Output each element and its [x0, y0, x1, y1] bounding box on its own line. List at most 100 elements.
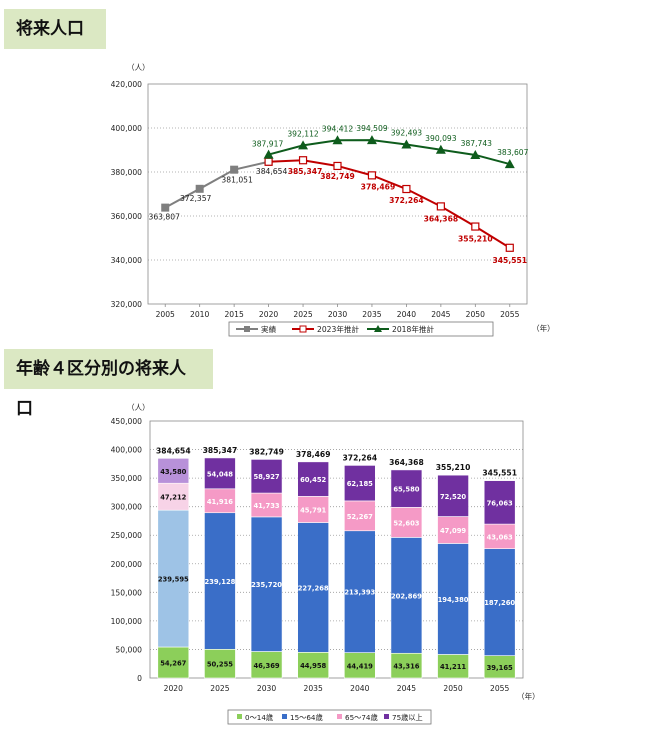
- data-label-proj2018: 387,917: [252, 140, 284, 149]
- bar-value-label-age15_64: 194,380: [438, 596, 469, 604]
- bar-segment-age0_14: [344, 652, 376, 679]
- marker-proj2018: [470, 149, 481, 159]
- bar-value-label-age15_64: 187,260: [484, 599, 515, 607]
- bar-value-label-age0_14: 39,165: [487, 664, 513, 672]
- line-ytick-label: 400,000: [111, 124, 143, 133]
- bar-total-label: 385,347: [203, 446, 238, 455]
- bar-value-label-age65_74: 52,603: [393, 519, 419, 527]
- data-label-proj2023: 345,551: [492, 256, 527, 265]
- legend-label-proj2018: 2018年推計: [392, 324, 435, 334]
- bar-segment-age15_64: [483, 548, 516, 656]
- marker-actual: [161, 203, 170, 212]
- legend-swatch-age65_74: [337, 714, 342, 719]
- bar-total-label: 384,654: [156, 446, 191, 455]
- bar-value-label-age0_14: 46,369: [253, 662, 279, 670]
- bar-xtick-label: 2025: [210, 684, 229, 693]
- data-label-proj2018: 383,607: [497, 148, 529, 157]
- marker-actual: [230, 165, 239, 174]
- bar-ytick-label: 150,000: [111, 588, 143, 597]
- legend-swatch-age0_14: [237, 714, 242, 719]
- bar-segment-age15_64: [250, 516, 283, 652]
- bar-total-label: 372,264: [343, 453, 378, 462]
- data-label-proj2023: 378,469: [361, 182, 396, 191]
- legend-label-actual: 実績: [261, 324, 277, 334]
- bar-value-label-age65_74: 47,212: [160, 494, 186, 502]
- bar-value-label-age75: 65,580: [393, 486, 419, 494]
- bar-xtick-label: 2050: [443, 684, 462, 693]
- bar-xtick-label: 2035: [304, 684, 323, 693]
- data-label-proj2023: 385,347: [288, 167, 323, 176]
- data-label-proj2023: 372,264: [389, 196, 424, 205]
- legend-marker-proj2023: [299, 325, 307, 333]
- data-label-proj2023: 382,749: [320, 172, 355, 181]
- bar-value-label-age75: 54,048: [207, 470, 233, 478]
- bar-value-label-age75: 62,185: [347, 480, 373, 488]
- bar-xtick-label: 2040: [350, 684, 369, 693]
- bar-total-label: 345,551: [482, 469, 517, 478]
- bar-ytick-label: 50,000: [115, 645, 142, 654]
- line-xlabel: （年）: [532, 323, 555, 333]
- line-chart: 320,000 340,000 360,000 380,000 400,000 420,0…: [111, 63, 555, 337]
- bar-segment-age0_14: [157, 646, 190, 679]
- line-ytick-label: 380,000: [111, 168, 143, 177]
- bar-segment-age75: [483, 480, 516, 525]
- bar-ytick-label: 400,000: [111, 446, 143, 455]
- marker-proj2023: [264, 157, 273, 166]
- bar-value-label-age0_14: 43,316: [393, 663, 419, 671]
- marker-proj2023: [333, 161, 342, 171]
- bar-segment-age75: [297, 461, 329, 497]
- data-label-proj2023: 355,210: [458, 235, 493, 244]
- data-label-actual: 372,357: [180, 194, 212, 203]
- marker-proj2018: [263, 149, 274, 159]
- data-label-proj2018: 394,509: [356, 124, 388, 133]
- series-line-actual: [164, 160, 269, 209]
- bar-value-label-age65_74: 47,099: [440, 527, 466, 535]
- bar-value-label-age65_74: 52,267: [347, 513, 373, 521]
- line-xtick-label: 2020: [259, 310, 278, 319]
- bar-value-label-age0_14: 44,419: [347, 662, 373, 670]
- bar-segment-age15_64: [344, 530, 376, 653]
- marker-proj2023: [402, 184, 411, 194]
- bar-segment-age15_64: [157, 509, 190, 648]
- bar-segment-age0_14: [250, 651, 283, 679]
- marker-proj2023: [298, 156, 308, 165]
- bar-segment-age0_14: [204, 648, 236, 679]
- bar-value-label-age0_14: 50,255: [207, 661, 233, 669]
- bar-ytick-label: 0: [137, 674, 142, 683]
- data-label-actual: 381,051: [221, 176, 253, 185]
- bar-total-label: 364,368: [389, 458, 424, 467]
- line-xtick-label: 2035: [362, 310, 381, 319]
- bar-segment-age75: [390, 469, 423, 508]
- bar-value-label-age15_64: 235,720: [251, 581, 282, 589]
- legend-marker-proj2018: [374, 325, 382, 332]
- legend-label-age75: 75歳以上: [392, 713, 423, 722]
- section-title-future-population: 将来人口: [4, 9, 106, 49]
- data-label-actual: 363,807: [149, 213, 181, 222]
- marker-proj2018: [401, 139, 412, 149]
- bar-value-label-age75: 43,580: [160, 468, 186, 476]
- legend-label-age0_14: 0～14歳: [245, 713, 273, 722]
- bar-value-label-age75: 58,927: [253, 473, 279, 481]
- line-ytick-label: 320,000: [111, 300, 143, 309]
- bar-total-label: 378,469: [296, 450, 331, 459]
- bar-xtick-label: 2055: [490, 684, 509, 693]
- line-ytick-label: 420,000: [111, 80, 143, 89]
- section-title-age-groups: 年齢４区分別の将来人口: [4, 349, 213, 419]
- bar-value-label-age65_74: 43,063: [487, 533, 513, 541]
- bar-value-label-age75: 60,452: [300, 476, 326, 484]
- line-xtick-label: 2030: [328, 310, 347, 319]
- bar-value-label-age0_14: 54,267: [160, 660, 186, 668]
- bar-ytick-label: 250,000: [111, 531, 143, 540]
- bar-segment-age0_14: [390, 652, 423, 679]
- line-xtick-label: 2045: [431, 310, 450, 319]
- bar-value-label-age65_74: 41,733: [253, 502, 279, 510]
- data-label-proj2018: 394,412: [322, 124, 354, 133]
- bar-segment-age15_64: [297, 522, 329, 653]
- bar-ylabel: （人）: [127, 403, 150, 412]
- bar-segment-age75: [344, 465, 376, 502]
- data-label-proj2018: 392,493: [391, 129, 423, 138]
- line-legend-box: [228, 321, 494, 337]
- bar-ytick-label: 450,000: [111, 417, 143, 426]
- bar-total-label: 355,210: [436, 463, 471, 472]
- bar-segment-age15_64: [204, 512, 236, 650]
